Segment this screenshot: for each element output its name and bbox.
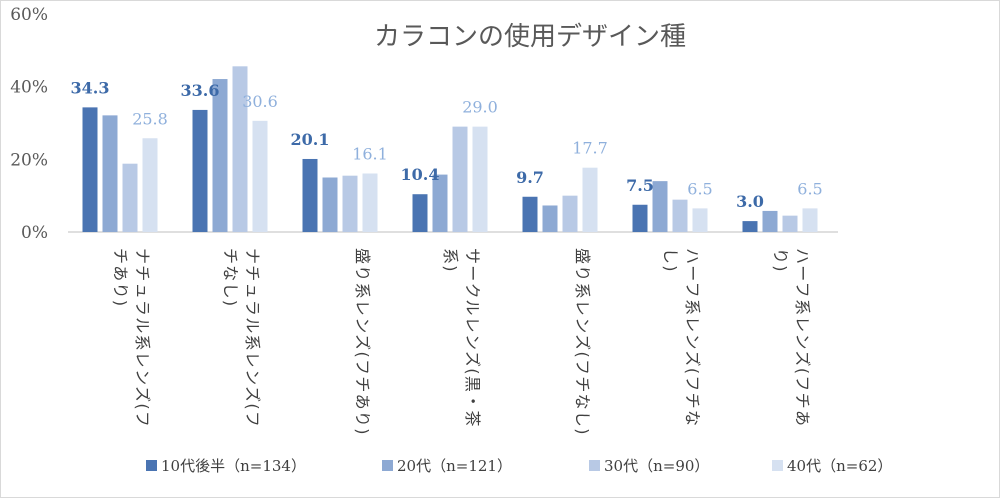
bar <box>362 173 378 232</box>
legend-swatch <box>772 460 783 471</box>
data-label: 30.6 <box>242 92 278 111</box>
category-label: ナチュラル系レンズ(フチなし) <box>221 248 262 428</box>
data-label: 6.5 <box>687 179 712 198</box>
bar <box>632 204 648 232</box>
bar <box>762 210 778 232</box>
data-label: 6.5 <box>797 179 822 198</box>
bar <box>82 107 98 232</box>
legend-label: 10代後半（n=134） <box>161 457 306 475</box>
data-label: 17.7 <box>572 139 608 158</box>
legend-item: 20代（n=121） <box>382 457 512 475</box>
legend-swatch <box>589 460 600 471</box>
bar <box>102 115 118 232</box>
category-label-line: 系) <box>441 248 460 273</box>
y-axis: 0% 20% 40% 60% <box>10 5 48 243</box>
category-label-line: し) <box>661 248 680 273</box>
category-label-line: サークルレンズ(黒・茶 <box>463 248 482 428</box>
legend-item: 40代（n=62） <box>772 457 892 475</box>
legend-label: 20代（n=121） <box>397 457 512 475</box>
chart-title: カラコンの使用デザイン種 <box>374 22 686 52</box>
data-label: 7.5 <box>626 176 654 195</box>
legend: 10代後半（n=134） 20代（n=121） 30代（n=90） 40代（n=62） <box>146 457 892 475</box>
category-label-line: ナチュラル系レンズ(フ <box>243 248 262 428</box>
legend-item: 10代後半（n=134） <box>146 457 306 475</box>
category-label-line: チあり) <box>111 248 130 307</box>
category-label: ナチュラル系レンズ(フチあり) <box>111 248 152 428</box>
bar <box>542 205 558 232</box>
y-tick-label: 60% <box>10 5 48 25</box>
bar <box>742 221 758 232</box>
bar <box>122 163 138 232</box>
category-label: ハーフ系レンズ(フチなし) <box>661 248 702 427</box>
bar <box>192 109 208 232</box>
data-label: 3.0 <box>736 192 764 211</box>
category-label-line: 盛り系レンズ(フチなし) <box>573 248 592 436</box>
category-label: ハーフ系レンズ(フチあり) <box>771 248 812 427</box>
category-label-line: り) <box>771 248 790 273</box>
y-tick-label: 20% <box>10 150 48 170</box>
data-label: 29.0 <box>462 98 498 117</box>
bar <box>232 66 248 232</box>
bar <box>472 126 488 232</box>
legend-label: 30代（n=90） <box>604 457 709 475</box>
bars <box>82 66 818 232</box>
bar <box>562 195 578 232</box>
bar <box>432 174 448 232</box>
bar <box>672 199 688 232</box>
category-labels: ナチュラル系レンズ(フチあり) ナチュラル系レンズ(フチなし) 盛り系レンズ(フチあ… <box>111 248 812 436</box>
bar <box>252 120 268 232</box>
bar <box>302 158 318 232</box>
category-label: 盛り系レンズ(フチなし) <box>573 248 592 436</box>
data-label: 25.8 <box>132 109 168 128</box>
bar <box>692 208 708 232</box>
bar <box>582 167 598 232</box>
legend-item: 30代（n=90） <box>589 457 709 475</box>
data-label: 20.1 <box>291 130 330 149</box>
y-tick-label: 0% <box>21 223 48 243</box>
bar <box>782 215 798 232</box>
bar <box>652 181 668 232</box>
bar <box>142 138 158 232</box>
data-labels: 34.3 33.6 20.1 10.4 9.7 7.5 3.0 25.8 30.6 16.1 29.… <box>71 78 823 211</box>
bar <box>452 126 468 232</box>
bar <box>322 177 338 232</box>
category-label: サークルレンズ(黒・茶系) <box>441 248 482 428</box>
bar <box>342 175 358 232</box>
category-label-line: ナチュラル系レンズ(フ <box>133 248 152 428</box>
category-label-line: 盛り系レンズ(フチあり) <box>353 248 372 436</box>
bar <box>522 196 538 232</box>
bar <box>212 79 228 232</box>
legend-label: 40代（n=62） <box>787 457 892 475</box>
legend-swatch <box>146 460 157 471</box>
data-label: 9.7 <box>516 168 544 187</box>
legend-swatch <box>382 460 393 471</box>
data-label: 10.4 <box>401 165 440 184</box>
data-label: 34.3 <box>71 78 110 97</box>
data-label: 16.1 <box>352 145 388 164</box>
data-label: 33.6 <box>181 81 220 100</box>
bar <box>802 208 818 232</box>
y-tick-label: 40% <box>10 78 48 98</box>
category-label-line: チなし) <box>221 248 240 307</box>
category-label: 盛り系レンズ(フチあり) <box>353 248 372 436</box>
category-label-line: ハーフ系レンズ(フチな <box>683 248 702 427</box>
category-label-line: ハーフ系レンズ(フチあ <box>793 248 812 427</box>
bar <box>412 194 428 232</box>
